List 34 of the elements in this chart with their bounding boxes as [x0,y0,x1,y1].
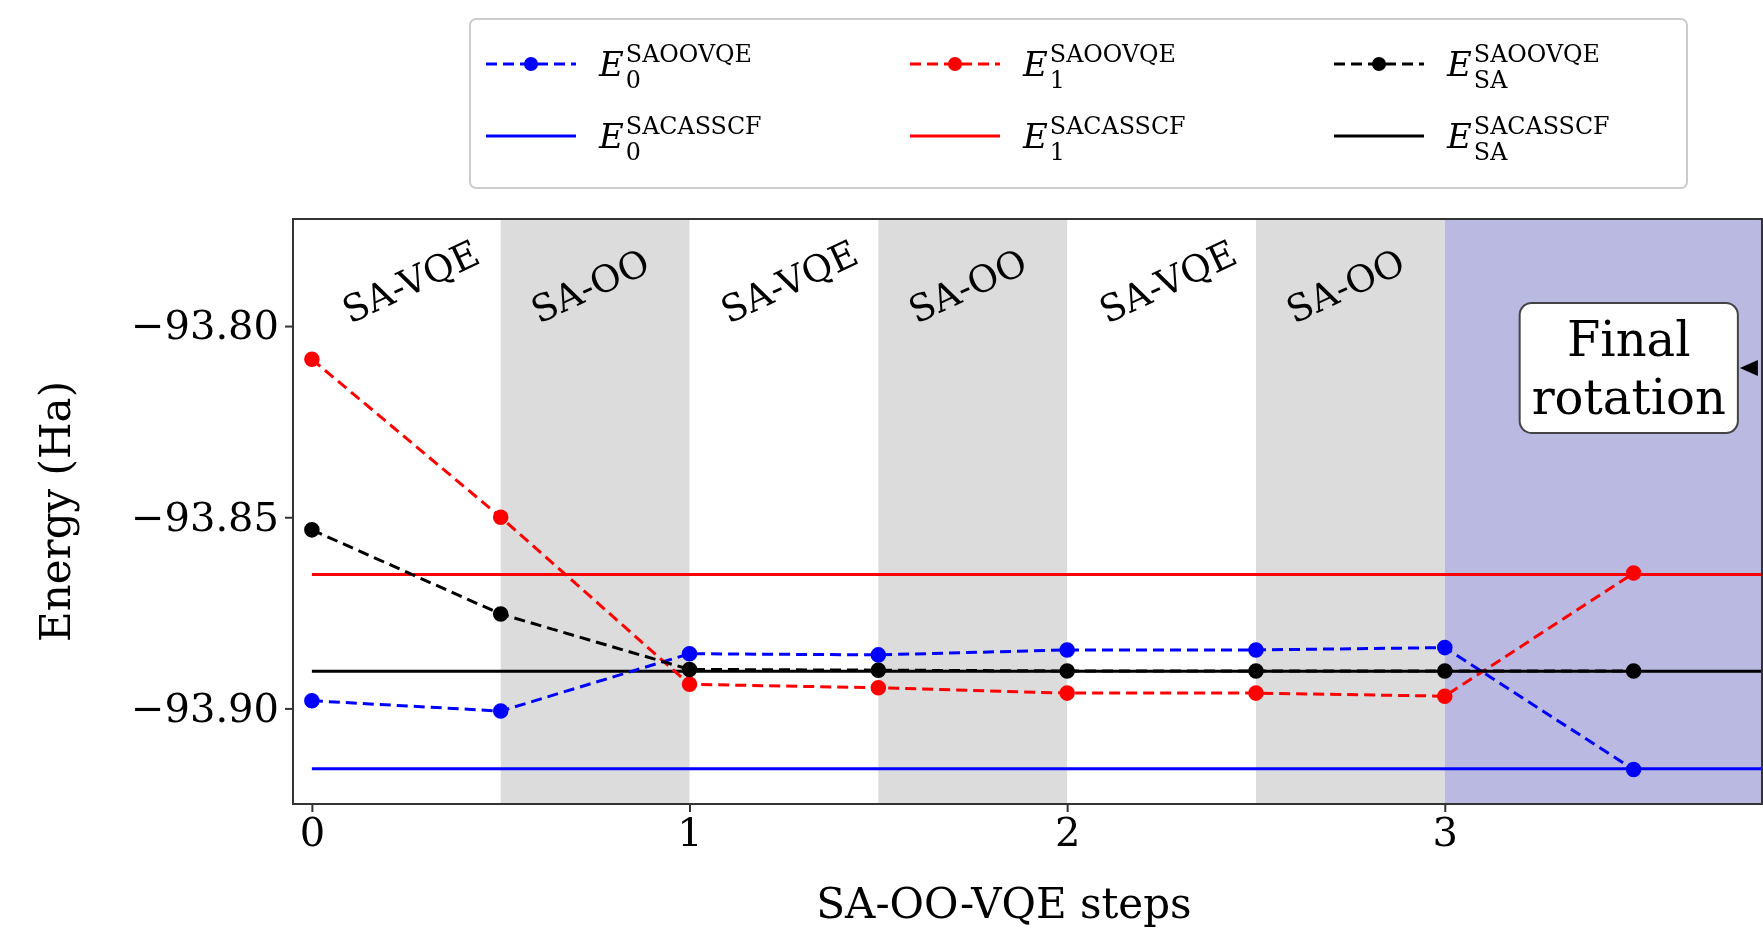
point [681,645,698,662]
point [870,662,887,678]
point [1059,685,1075,701]
point [492,509,509,525]
y-tick-label: −93.85 [130,493,279,540]
point [1059,642,1075,658]
band-label: Final rotation [1531,311,1726,425]
point [304,693,320,709]
point [1625,761,1642,778]
point [870,680,887,696]
point [870,647,887,663]
point [1248,642,1264,658]
point [492,606,509,622]
x-axis-title: SA-OO-VQE steps [816,879,1192,928]
point [1625,565,1642,581]
y-tick-label: −93.80 [130,302,279,349]
point [681,676,698,693]
point [1248,663,1264,679]
point [1437,639,1453,656]
y-axis-title: Energy (Ha) [31,380,80,643]
point [1437,688,1453,704]
point [304,351,320,368]
point [1625,663,1642,679]
point [1059,663,1075,679]
point [492,703,509,719]
y-tick-label: −93.90 [130,684,279,731]
x-tick-label: 3 [1432,809,1459,856]
point [681,661,698,678]
point [1437,663,1453,679]
point [1248,685,1264,701]
x-tick-label: 0 [299,809,326,856]
point [304,522,320,538]
x-tick-label: 1 [677,809,703,856]
x-tick-label: 2 [1054,809,1081,856]
